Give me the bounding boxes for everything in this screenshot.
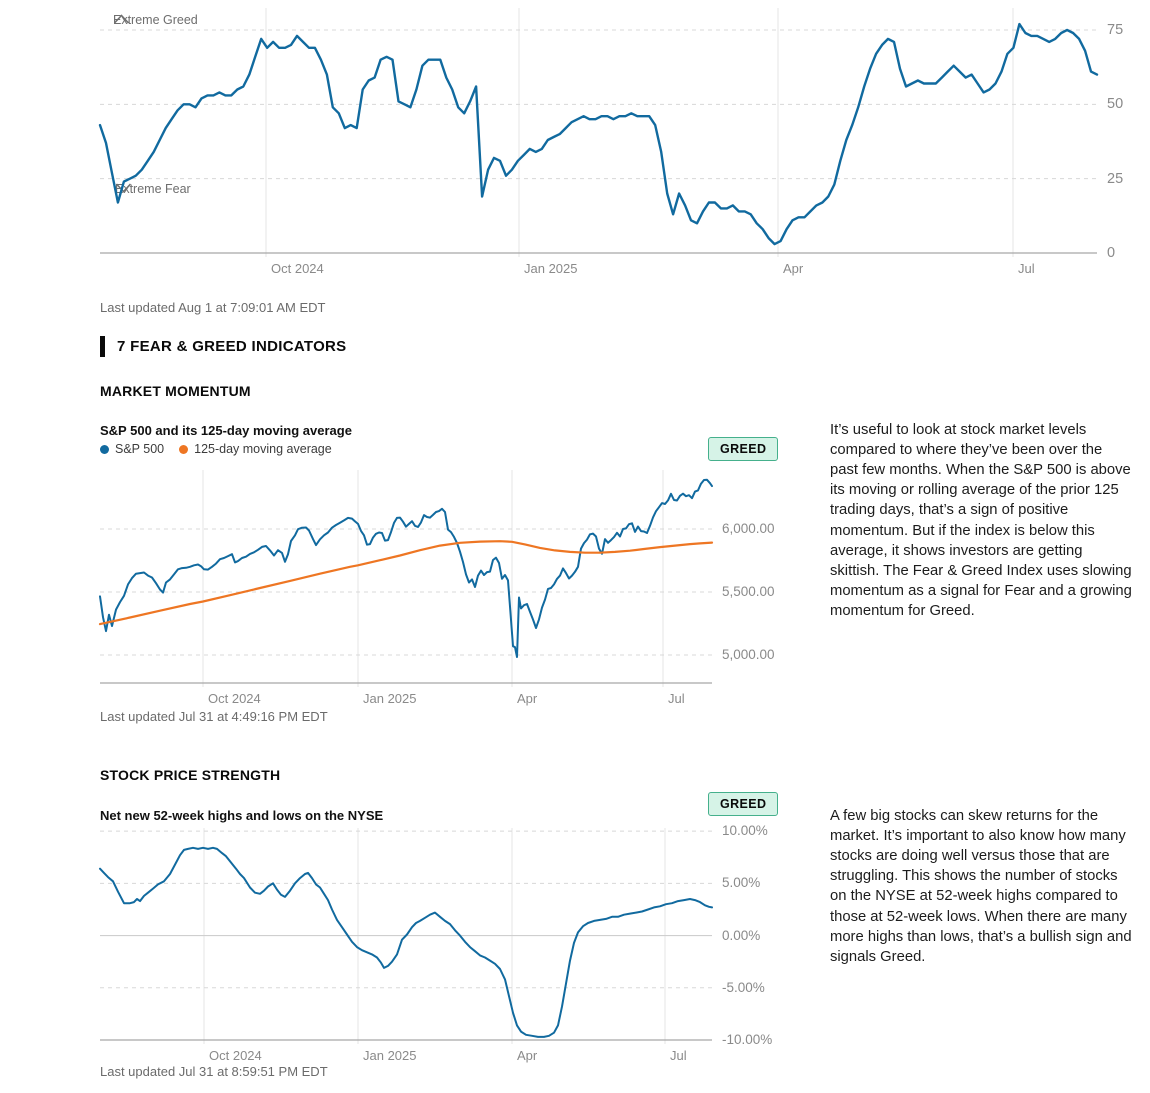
x-axis-label: Apr [517,691,538,706]
x-axis-label: Apr [783,261,804,276]
y-axis-label: 0 [1107,245,1116,261]
x-axis-label: Jan 2025 [524,261,578,276]
y-axis-label: 0.00% [722,927,761,943]
sp500-legend-dot [100,444,109,454]
momentum-last-updated: Last updated Jul 31 at 4:49:16 PM EDT [100,709,328,724]
y-axis-label: -10.00% [722,1032,773,1047]
momentum-plot-area [98,470,714,687]
section-header: 7 FEAR & GREED INDICATORS [100,336,346,357]
x-axis-label: Oct 2024 [271,261,324,276]
stock-price-strength-chart[interactable]: 10.00% 5.00% 0.00% -5.00% -10.00% Oct 2024 Jan… [99,823,772,1063]
market-momentum-title: MARKET MOMENTUM [100,383,251,399]
x-axis-label: Jan 2025 [363,1048,417,1063]
strength-chart-subtitle: Net new 52-week highs and lows on the NY… [100,808,384,823]
legend-item-sp500: S&P 500 [100,442,164,456]
y-axis-label: -5.00% [722,979,765,995]
extreme-fear-annotation: Extreme Fear [115,182,191,196]
strength-last-updated: Last updated Jul 31 at 8:59:51 PM EDT [100,1064,328,1079]
chevron-down-icon [115,183,132,193]
y-axis-label: 6,000.00 [722,520,775,536]
fear-greed-overview-chart[interactable]: Extreme Greed Extreme Fear 75 50 25 0 Oct 20… [98,8,1123,276]
x-axis-label: Apr [517,1048,538,1063]
strength-plot-area [99,828,713,1044]
momentum-series-line [99,478,713,658]
extreme-greed-annotation: Extreme Greed [113,13,198,27]
market-momentum-chart[interactable]: 6,000.00 5,500.00 5,000.00 Oct 2024 Jan 2025… [98,470,775,706]
fg-last-updated: Last updated Aug 1 at 7:09:01 AM EDT [100,300,326,315]
x-axis-label: Jan 2025 [363,691,417,706]
x-axis-label: Oct 2024 [208,691,261,706]
x-axis-label: Oct 2024 [209,1048,262,1063]
y-axis-label: 75 [1107,22,1124,38]
y-axis-label: 5,500.00 [722,584,775,599]
momentum-greed-badge: GREED [708,437,779,461]
y-axis-label: 5.00% [722,875,761,891]
chevron-up-icon [113,14,130,24]
momentum-description: It’s useful to look at stock market leve… [830,422,1132,619]
stock-price-strength-title: STOCK PRICE STRENGTH [100,767,281,783]
section-header-title: 7 FEAR & GREED INDICATORS [117,338,347,355]
legend-item-moving-average: 125-day moving average [179,442,332,456]
fg-series-line [98,22,1099,246]
moving-average-legend-dot [179,444,189,454]
extreme-greed-label: Extreme Greed [113,13,198,27]
sp500-legend-label: S&P 500 [115,442,165,456]
y-axis-label: 5,000.00 [722,647,775,663]
x-axis-label: Jul [670,1048,687,1063]
momentum-chart-subtitle: S&P 500 and its 125-day moving average [100,423,352,438]
y-axis-label: 10.00% [722,823,768,839]
y-axis-label: 25 [1107,170,1124,187]
momentum-legend: S&P 500 125-day moving average [100,442,332,456]
strength-description: A few big stocks can skew returns for th… [830,808,1132,965]
momentum-series-line [98,540,714,626]
x-axis-label: Jul [668,691,685,706]
strength-greed-badge: GREED [708,792,779,816]
moving-average-legend-label: 125-day moving average [194,442,332,456]
fg-plot-area [98,8,1099,257]
strength-series-line [99,846,713,1038]
section-header-bar [100,336,105,357]
y-axis-label: 50 [1107,96,1124,113]
x-axis-label: Jul [1018,261,1035,276]
extreme-fear-label: Extreme Fear [115,182,191,196]
